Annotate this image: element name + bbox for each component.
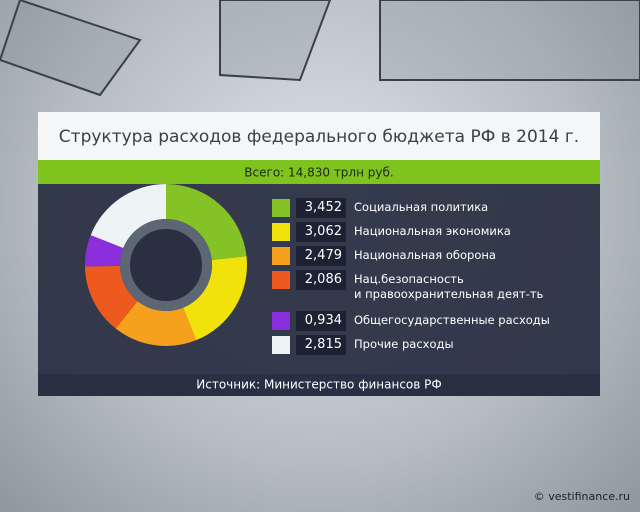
- donut-inner-ring: [120, 219, 212, 311]
- value-label: 2,086: [296, 270, 346, 290]
- legend-label: Прочие расходы: [354, 337, 454, 351]
- legend-swatch: [272, 199, 290, 217]
- donut-slice: [183, 256, 247, 341]
- legend-label: Общегосударственные расходы: [354, 313, 550, 327]
- frame: [379, 0, 640, 81]
- legend-item: 0,934 Общегосударственные расходы: [272, 311, 550, 331]
- value-label: 0,934: [296, 311, 346, 331]
- legend-swatch: [272, 336, 290, 354]
- subtitle: Всего: 14,830 трлн руб.: [244, 166, 393, 180]
- legend-label: Национальная экономика: [354, 224, 511, 238]
- watermark: © vestifinance.ru: [534, 490, 630, 503]
- donut: [85, 184, 247, 347]
- legend-label: Социальная политика: [354, 200, 489, 214]
- background-frames: [0, 0, 640, 97]
- value-label: 3,062: [296, 222, 346, 242]
- subtitle-bar: [38, 160, 600, 184]
- value-label: 3,452: [296, 198, 346, 218]
- source: Источник: Министерство финансов РФ: [196, 378, 441, 392]
- value-label: 2,479: [296, 246, 346, 266]
- legend-item: 2,479 Национальная оборона: [272, 246, 496, 266]
- legend-item: 3,062 Национальная экономика: [272, 222, 511, 242]
- frame: [219, 0, 332, 82]
- legend-item: 3,452 Социальная политика: [272, 198, 488, 218]
- donut-slice: [85, 265, 138, 329]
- donut-slice: [90, 184, 166, 249]
- legend-item: 2,086 Нац.безопасность и правоохранительн…: [272, 270, 543, 302]
- frame: [0, 0, 142, 97]
- source-bar: [38, 374, 600, 396]
- legend-swatch: [272, 312, 290, 330]
- legend-swatch: [272, 247, 290, 265]
- value-label: 2,815: [296, 335, 346, 355]
- chart-title: Структура расходов федерального бюджета …: [59, 127, 579, 147]
- donut-slice: [85, 235, 124, 267]
- legend-label: Национальная оборона: [354, 248, 496, 262]
- legend-swatch: [272, 223, 290, 241]
- legend-item: 2,815 Прочие расходы: [272, 335, 454, 355]
- legend-swatch: [272, 271, 290, 289]
- title-bar: [38, 112, 600, 160]
- legend-label: Нац.безопасность и правоохранительная де…: [354, 272, 544, 301]
- donut-slice: [166, 184, 247, 261]
- donut-slice: [115, 301, 197, 347]
